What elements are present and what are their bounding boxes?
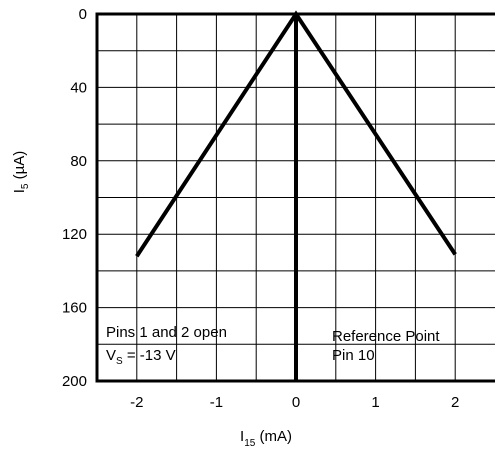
y-axis-label-rest: (µA): [11, 151, 28, 184]
y-tick-label: 160: [62, 300, 87, 317]
annotation-vs-sub: S: [116, 356, 123, 367]
y-axis-label: I5 (µA): [11, 151, 31, 194]
x-tick-label: 2: [451, 394, 459, 411]
x-axis-label-sub: 15: [244, 438, 256, 449]
y-tick-label: 40: [70, 79, 87, 96]
annotation-pins-open: Pins 1 and 2 open: [106, 324, 227, 341]
annotation-vs: VS = -13 V: [106, 347, 176, 367]
annotation-pin-10: Pin 10: [332, 347, 375, 364]
y-tick-label: 80: [70, 153, 87, 170]
annotation-vs-base: V: [106, 347, 116, 364]
x-tick-label: -2: [130, 394, 143, 411]
annotation-reference-point: Reference Point: [332, 328, 440, 345]
y-tick-label: 120: [62, 226, 87, 243]
x-tick-label: 1: [371, 394, 379, 411]
y-axis-label-sub: 5: [20, 183, 31, 189]
x-axis-label-rest: (mA): [255, 428, 292, 445]
x-tick-label: 0: [292, 394, 300, 411]
y-tick-label: 200: [62, 373, 87, 390]
y-tick-label: 0: [79, 6, 87, 23]
x-tick-label: -1: [210, 394, 223, 411]
x-axis-label-base: I: [240, 428, 244, 445]
annotation-vs-rest: = -13 V: [123, 347, 176, 364]
y-axis-label-base: I: [11, 189, 28, 193]
x-axis-label: I15 (mA): [240, 428, 292, 449]
series-line: [135, 10, 457, 258]
series-lines: [135, 10, 457, 258]
